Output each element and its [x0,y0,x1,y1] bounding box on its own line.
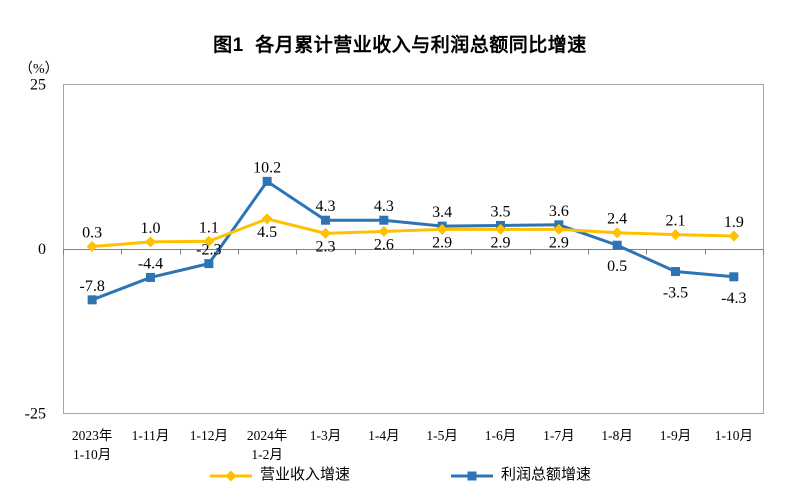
x-axis-label: 2023年 [72,428,113,443]
x-axis-label: 1-8月 [601,428,633,443]
data-point-label: 1.0 [141,220,161,237]
data-point-label: -2.3 [196,242,221,259]
data-point-marker [670,229,681,241]
y-axis-unit-label: （%） [19,62,59,77]
x-axis-label: 1-7月 [543,428,575,443]
data-point-marker [204,259,214,269]
data-point-marker [729,272,739,282]
data-point-label: 2.3 [316,238,336,255]
data-point-label: 0.5 [607,258,627,275]
data-point-marker [203,235,215,247]
legend-label-revenue: 营业收入增速 [259,467,350,483]
y-tick-label: -25 [25,406,46,423]
data-point-label: -7.8 [80,278,105,295]
data-point-label: 4.3 [316,198,336,215]
data-point-label: -3.5 [663,285,688,302]
legend-item-profit: 利润总额增速 [450,468,591,483]
data-point-label: 2.6 [374,236,394,253]
data-point-marker [553,223,565,235]
data-point-label: 2.4 [607,211,627,228]
series-line-profit [91,179,734,302]
data-point-label: 2.9 [491,234,511,251]
series-line-revenue [92,217,734,249]
data-point-label: 3.4 [432,204,452,221]
data-point-label: 1.1 [199,219,219,236]
legend-revenue-line-diamond-icon [209,470,252,481]
data-point-marker [379,215,389,225]
data-point-label: 3.6 [549,203,569,220]
series-revenue: 0.3 1.0 1.1 4.5 2.3 2.6 2.9 2.9 2.9 2.4 2.1 1.9 [82,211,744,256]
data-point-marker [436,223,448,235]
x-axis-label: 1-4月 [368,428,400,443]
chart-title: 图1 各月累计营业收入与利润总额同比增速 [213,35,587,56]
data-point-marker [146,272,155,282]
data-point-label: 4.5 [257,224,277,241]
data-point-label: 1.9 [724,214,744,231]
data-point-label: 2.1 [666,213,686,230]
x-axis-label: 1-10月 [73,447,111,462]
legend-item-revenue: 营业收入增速 [209,468,350,483]
data-point-marker [86,241,98,253]
data-point-marker [378,225,390,237]
data-point-label: 10.2 [253,159,281,176]
x-axis-label: 1-6月 [485,428,517,443]
x-axis-label: 2024年 [247,428,288,443]
data-point-marker [261,213,273,225]
data-point-marker [671,267,680,277]
data-point-label: -4.4 [138,255,163,272]
data-point-label: 2.9 [432,234,452,251]
data-point-label: 0.3 [82,225,102,242]
data-point-marker [262,176,272,186]
x-axis-label: 1-11月 [132,428,170,443]
y-tick-label: 0 [38,241,46,258]
data-point-marker [728,230,740,242]
data-point-marker [320,227,331,239]
x-axis-label: 1-3月 [310,428,342,443]
data-point-marker [87,295,97,305]
chart-legend: 营业收入增速 利润总额增速 [0,468,800,483]
data-point-label: 4.3 [374,198,394,215]
data-point-label: 3.5 [491,203,511,220]
legend-label-profit: 利润总额增速 [501,467,592,483]
y-tick-label: 25 [30,77,46,94]
data-point-label: -4.3 [721,290,746,307]
x-axis-label: 1-9月 [660,428,692,443]
x-axis-label: 1-10月 [715,428,753,443]
legend-profit-line-square-icon [451,471,493,480]
series-profit: -7.8 -4.4 -2.3 10.2 4.3 4.3 3.4 3.5 3.6 0.5 -3.5 -4… [80,159,747,306]
x-axis-label: 1-2月 [251,447,283,462]
data-point-marker [145,236,156,248]
x-axis-label: 1-5月 [426,428,458,443]
data-point-marker [612,240,622,250]
data-point-marker [495,223,506,235]
x-axis-label: 1-12月 [190,428,228,443]
data-point-label: 2.9 [549,234,569,251]
data-point-marker [611,227,623,239]
data-point-marker [321,215,330,225]
